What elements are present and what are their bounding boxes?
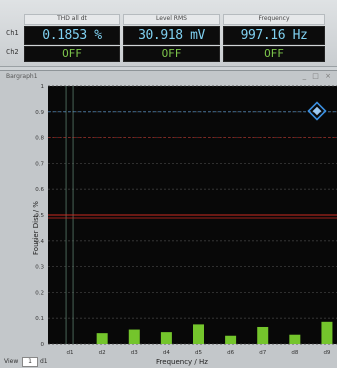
y-tick-label: 0.1 [35, 316, 44, 322]
trace-label: d1 [40, 358, 48, 365]
thd-header: THD all dt [24, 14, 120, 25]
x-tick-label: d6 [227, 350, 234, 356]
y-tick-label: 0.9 [35, 110, 44, 116]
y-tick-label: 0.3 [35, 265, 44, 271]
frequency-off-indicator[interactable]: OFF [223, 46, 325, 62]
x-tick-label: d8 [291, 350, 298, 356]
y-tick-label: 0.5 [35, 213, 44, 219]
bar-d8 [289, 334, 301, 344]
bottom-toolbar: View 1 d1 [0, 357, 337, 367]
thd-off-indicator[interactable]: OFF [24, 46, 120, 62]
level-off-indicator[interactable]: OFF [123, 46, 220, 62]
x-tick-label: d9 [323, 350, 330, 356]
view-selector[interactable]: 1 [22, 357, 38, 367]
bar-d2 [96, 333, 108, 344]
x-tick-label: d4 [163, 350, 170, 356]
level-header: Level RMS [123, 14, 220, 25]
x-tick-label: d5 [195, 350, 202, 356]
x-tick-label: d3 [131, 350, 138, 356]
bar-d4 [160, 332, 172, 344]
x-axis-label: Frequency / Hz [156, 358, 208, 366]
bar-d5 [193, 324, 204, 344]
y-tick-label: 0.4 [35, 239, 44, 245]
y-tick-labels: 1 0.9 0.8 0.7 0.6 0.5 0.4 0.3 0.2 0.1 0 [35, 84, 44, 348]
x-tick-label: d2 [99, 350, 106, 356]
y-tick-label: 0 [41, 342, 45, 348]
y-tick-label: 0.6 [35, 187, 44, 193]
view-label: View [4, 358, 19, 365]
channel-label-1: Ch1 [6, 29, 19, 37]
window-controls[interactable]: _ □ × [302, 72, 333, 80]
bar-d3 [128, 329, 140, 344]
y-tick-label: 0.2 [35, 290, 44, 296]
channel-label-2: Ch2 [6, 48, 19, 56]
thd-value[interactable]: 0.1853 % [24, 26, 120, 45]
y-tick-label: 0.7 [35, 161, 44, 167]
graph-window-title: Bargraph1 [6, 73, 38, 80]
frequency-value[interactable]: 997.16 Hz [223, 26, 325, 45]
bar-d6 [225, 335, 237, 344]
marker-diamond-icon[interactable] [307, 101, 327, 121]
limit-lines [48, 111, 337, 219]
y-axis-label: Fourier Dist / % [32, 201, 40, 255]
bars [96, 321, 333, 344]
y-tick-label: 1 [41, 84, 45, 90]
bar-d7 [257, 326, 269, 344]
y-tick-label: 0.8 [35, 136, 44, 142]
readout-panel: Ch1 Ch2 THD all dt Level RMS Frequency 0… [0, 0, 337, 67]
x-tick-label: d7 [259, 350, 266, 356]
bar-d9 [321, 321, 333, 344]
x-tick-label: d1 [67, 350, 74, 356]
x-tick-labels: d1 d2 d3 d4 d5 d6 d7 d8 d9 [67, 350, 331, 356]
frequency-header: Frequency [223, 14, 325, 25]
level-value[interactable]: 30.918 mV [123, 26, 220, 45]
